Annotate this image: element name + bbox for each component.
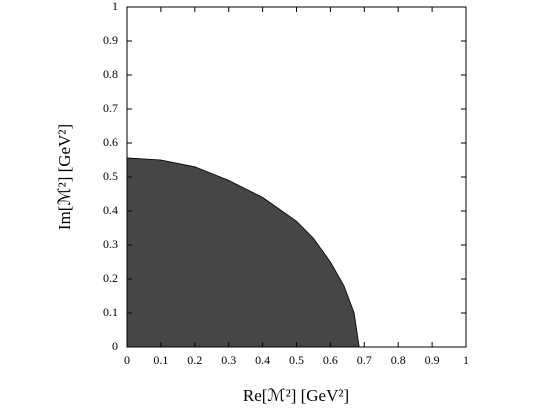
x-tick-label: 0.9 bbox=[425, 353, 440, 367]
x-tick-label: 1 bbox=[463, 353, 469, 367]
x-tick-label: 0.4 bbox=[255, 353, 270, 367]
y-tick-label: 1 bbox=[112, 0, 118, 13]
x-tick-label: 0.6 bbox=[323, 353, 338, 367]
y-tick-label: 0.4 bbox=[103, 203, 118, 217]
x-tick-label: 0 bbox=[124, 353, 130, 367]
y-tick-label: 0.3 bbox=[103, 237, 118, 251]
area bbox=[126, 157, 360, 348]
x-tick-label: 0.5 bbox=[289, 353, 304, 367]
y-tick-label: 0.8 bbox=[103, 67, 118, 81]
y-tick-label: 0 bbox=[112, 339, 118, 353]
y-tick-label: 0.5 bbox=[103, 169, 118, 183]
y-tick-label: 0.2 bbox=[103, 271, 118, 285]
y-tick-label: 0.9 bbox=[103, 33, 118, 47]
x-tick-label: 0.3 bbox=[221, 353, 236, 367]
x-axis-label: Re[ℳ²] [GeV²] bbox=[243, 386, 349, 405]
y-axis-label: Im[ℳ²] [GeV²] bbox=[55, 124, 74, 230]
y-tick-label: 0.1 bbox=[103, 305, 118, 319]
y-tick-label: 0.7 bbox=[103, 101, 118, 115]
x-tick-label: 0.8 bbox=[391, 353, 406, 367]
y-tick-label: 0.6 bbox=[103, 135, 118, 149]
x-tick-label: 0.2 bbox=[187, 353, 202, 367]
x-tick-label: 0.7 bbox=[357, 353, 372, 367]
x-tick-label: 0.1 bbox=[153, 353, 168, 367]
